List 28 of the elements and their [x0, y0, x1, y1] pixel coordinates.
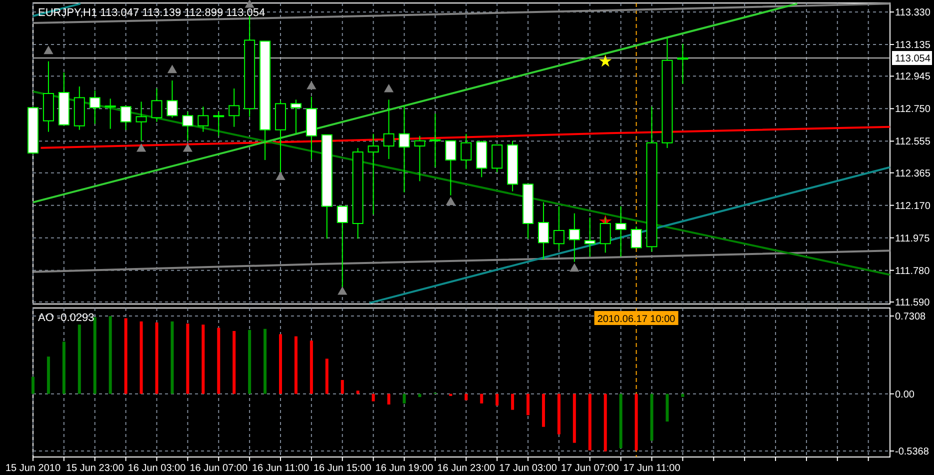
y-tick-label: 112.750 [895, 104, 931, 116]
y-tick-label: 112.945 [895, 72, 931, 83]
y-tick-label: 112.365 [895, 168, 931, 180]
y-tick-label: 111.590 [895, 298, 930, 308]
ref-line-label: 113.054 [895, 54, 931, 64]
x-tick-label: 16 Jun 23:00 [437, 463, 496, 474]
y-tick-label: 112.555 [895, 136, 931, 148]
chart-title: EURJPY,H1 113.047 113.139 112.899 113.054 [38, 7, 266, 19]
x-tick-label: 15 Jun 2010 [5, 463, 61, 474]
x-tick-label: 16 Jun 03:00 [128, 463, 186, 474]
x-tick-label: 17 Jun 07:00 [560, 463, 620, 474]
x-tick-label: 16 Jun 15:00 [313, 463, 372, 474]
x-tick-label: 17 Jun 03:00 [499, 463, 558, 474]
y-tick-label: 113.330 [895, 8, 931, 18]
y-tick-label: 113.135 [895, 40, 931, 51]
y-tick-label: 111.780 [895, 266, 930, 277]
ref-line-label: 2010.06.17 10:00 [597, 314, 676, 325]
y-tick-label: 112.170 [895, 200, 931, 212]
x-tick-label: 16 Jun 07:00 [190, 463, 248, 474]
x-tick-label: 16 Jun 11:00 [252, 463, 310, 474]
x-tick-label: 15 Jun 23:00 [66, 463, 124, 474]
x-tick-label: 16 Jun 19:00 [375, 463, 434, 474]
y-tick-label: 0.00 [895, 389, 915, 400]
chart-title: AO -0.0293 [38, 312, 94, 324]
y-tick-label: 0.7308 [895, 312, 926, 323]
y-tick-label: -0.5368 [895, 446, 930, 458]
y-tick-label: 111.975 [895, 233, 930, 244]
x-tick-label: 17 Jun 11:00 [623, 463, 681, 474]
